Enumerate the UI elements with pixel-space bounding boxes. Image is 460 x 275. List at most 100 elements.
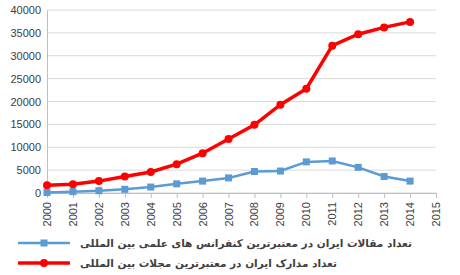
grid-line: [47, 170, 436, 171]
x-tick-label: 2015: [430, 202, 442, 226]
x-tick-label: 2010: [300, 202, 312, 226]
x-tick-label: 2001: [67, 202, 79, 226]
point: [250, 121, 258, 129]
x-tick-mark: [203, 193, 204, 198]
x-tick-mark: [254, 193, 255, 198]
grid-line: [47, 10, 436, 11]
x-tick-label: 2005: [171, 202, 183, 226]
x-tick-mark: [306, 193, 307, 198]
x-tick-label: 2008: [248, 202, 260, 226]
y-axis: 0 5000 10000 15000 20000 25000 30000 35000 40000: [10, 4, 47, 199]
x-tick: 2006: [197, 193, 209, 226]
y-tick-label: 0: [35, 187, 41, 199]
y-tick-label: 15000: [10, 118, 41, 130]
point: [225, 135, 233, 143]
point: [380, 23, 388, 31]
point: [43, 181, 51, 189]
point: [329, 157, 336, 164]
x-tick: 2003: [119, 193, 131, 226]
point: [407, 178, 414, 185]
x-tick-mark: [410, 193, 411, 198]
plot-area: [43, 18, 414, 196]
x-tick: 2008: [248, 193, 260, 226]
x-tick: 2007: [223, 193, 235, 226]
x-tick-label: 2011: [326, 202, 338, 226]
point: [121, 186, 128, 193]
x-tick-label: 2007: [223, 202, 235, 226]
x-tick-mark: [177, 193, 178, 198]
point: [302, 85, 310, 93]
x-tick-mark: [229, 193, 230, 198]
y-tick: 15000: [10, 118, 47, 130]
legend-marker: [40, 259, 48, 267]
point: [199, 178, 206, 185]
grid-line: [47, 55, 436, 56]
x-tick-label: 2013: [378, 202, 390, 226]
series-line: [47, 22, 410, 185]
y-tick-label: 20000: [10, 96, 41, 108]
point: [225, 174, 232, 181]
grid: [47, 10, 436, 193]
point: [199, 149, 207, 157]
x-tick: 2014: [404, 193, 416, 226]
point: [147, 184, 154, 191]
point: [95, 177, 103, 185]
grid-line: [47, 124, 436, 125]
x-tick: 2013: [378, 193, 390, 226]
y-tick: 35000: [10, 27, 47, 39]
point: [147, 168, 155, 176]
point: [406, 18, 414, 26]
y-tick: 25000: [10, 73, 47, 85]
legend: تعداد مقالات ایران در معتبرترین کنفرانس …: [18, 237, 412, 270]
x-tick-label: 2004: [145, 202, 157, 226]
x-tick: 2005: [171, 193, 183, 226]
x-axis: 2000 2001 2002 2003 2004 2005 2006 2007 2008 2009…: [41, 193, 442, 226]
point: [173, 180, 180, 187]
y-tick: 20000: [10, 96, 47, 108]
y-tick: 30000: [10, 50, 47, 62]
y-tick: 5000: [17, 164, 47, 176]
x-tick-mark: [358, 193, 359, 198]
x-tick-mark: [436, 193, 437, 198]
x-tick: 2000: [41, 193, 53, 226]
point: [381, 173, 388, 180]
grid-line: [47, 147, 436, 148]
chart: 0 5000 10000 15000 20000 25000 30000 35000 40000…: [0, 0, 460, 275]
legend-item: تعداد مدارک ایران در معتبرترین مجلات بین…: [18, 257, 337, 270]
point: [121, 173, 129, 181]
y-tick: 40000: [10, 4, 47, 16]
legend-item: تعداد مقالات ایران در معتبرترین کنفرانس …: [18, 237, 412, 250]
x-tick-label: 2006: [197, 202, 209, 226]
x-axis-line: [48, 194, 437, 199]
y-tick-label: 10000: [10, 141, 41, 153]
legend-label: تعداد مدارک ایران در معتبرترین مجلات بین…: [80, 257, 337, 270]
x-tick: 2009: [274, 193, 286, 226]
y-tick-label: 30000: [10, 50, 41, 62]
x-tick-label: 2003: [119, 202, 131, 226]
point: [328, 42, 336, 50]
y-tick-label: 35000: [10, 27, 41, 39]
y-tick-label: 5000: [17, 164, 41, 176]
grid-line: [47, 32, 436, 33]
x-tick: 2015: [430, 193, 442, 226]
x-tick-mark: [332, 193, 333, 198]
y-tick-label: 40000: [10, 4, 41, 16]
point: [95, 187, 102, 194]
grid-line: [47, 78, 436, 79]
grid-line: [47, 101, 436, 102]
x-tick: 2001: [67, 193, 79, 226]
point: [276, 101, 284, 109]
x-tick: 2010: [300, 193, 312, 226]
x-tick-mark: [384, 193, 385, 198]
y-tick: 10000: [10, 141, 47, 153]
x-tick: 2012: [352, 193, 364, 226]
point: [277, 168, 284, 175]
y-axis-line: [47, 11, 48, 194]
x-tick-label: 2000: [41, 202, 53, 226]
x-tick: 2011: [326, 193, 338, 226]
point: [303, 158, 310, 165]
x-tick-mark: [125, 193, 126, 198]
point: [69, 180, 77, 188]
point: [173, 160, 181, 168]
x-tick: 2002: [93, 193, 105, 226]
